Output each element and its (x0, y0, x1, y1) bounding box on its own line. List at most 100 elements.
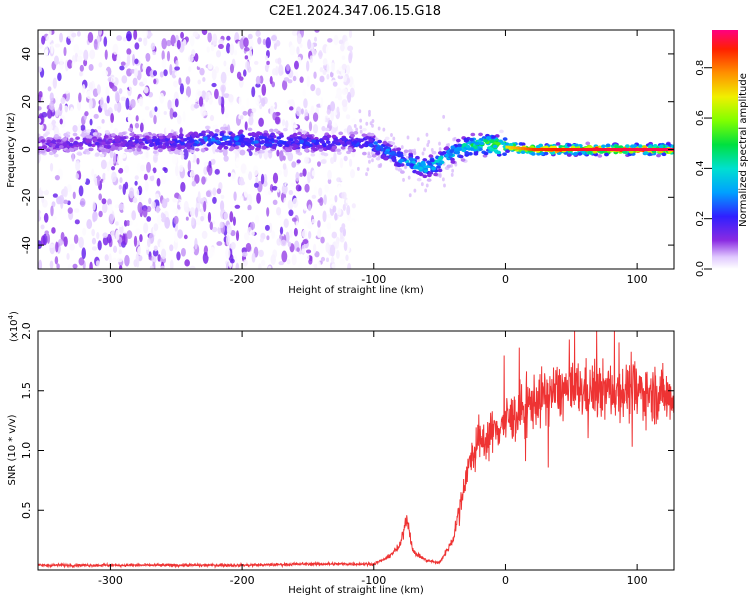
heatmap-cell (59, 118, 63, 125)
heatmap-cell (337, 74, 344, 80)
heatmap-cell (118, 249, 122, 255)
heatmap-cell (202, 77, 206, 82)
heatmap-cell (129, 132, 135, 137)
heatmap-cell (77, 152, 83, 156)
heatmap-cell (277, 57, 282, 65)
heatmap-cell (63, 132, 69, 137)
heatmap-cell (493, 149, 499, 153)
heatmap-cell (138, 145, 143, 149)
snr-x-ticks: -300 -200 -100 0 100 (98, 331, 648, 587)
heatmap-cell (58, 208, 63, 216)
heatmap-cell (134, 175, 139, 180)
heatmap-cell (142, 207, 148, 218)
heatmap-cell (313, 71, 317, 79)
heatmap-cell (284, 176, 288, 186)
heatmap-cell (219, 132, 225, 137)
heatmap-cell (593, 152, 599, 157)
heatmap-cell (78, 143, 83, 147)
heatmap-cell (450, 172, 454, 177)
heatmap-cell (285, 120, 289, 129)
heatmap-cell (425, 132, 429, 137)
heatmap-cell (271, 230, 276, 239)
heatmap-cell (420, 182, 424, 187)
heatmap-cell (647, 148, 651, 151)
heatmap-cell (170, 147, 176, 152)
heatmap-cell (101, 141, 107, 146)
heatmap-cell (234, 49, 238, 56)
heatmap-cell (96, 84, 101, 95)
heatmap-cell (301, 130, 307, 135)
heatmap-cell (207, 31, 212, 43)
heatmap-cell (173, 80, 179, 88)
heatmap-cell (247, 33, 253, 40)
heatmap-cell (88, 82, 93, 90)
heatmap-cell (157, 148, 163, 153)
heatmap-cell (283, 197, 288, 206)
heatmap-cell (245, 200, 250, 206)
y-tick-label: 0.5 (20, 502, 33, 520)
heatmap-cell (157, 214, 162, 226)
heatmap-cell (179, 127, 183, 135)
heatmap-cell (102, 232, 108, 238)
heatmap-cell (422, 174, 428, 179)
heatmap-cell (317, 161, 321, 167)
heatmap-cell (348, 158, 353, 167)
heatmap-cell (84, 111, 89, 117)
heatmap-cell (104, 129, 110, 134)
heatmap-cell (271, 185, 278, 191)
heatmap-cell (73, 208, 80, 213)
heatmap-cell (623, 148, 628, 151)
y-tick-label: 40 (20, 47, 33, 61)
heatmap-cell (587, 150, 593, 155)
heatmap-cell (142, 145, 148, 150)
heatmap-cell (149, 174, 155, 182)
heatmap-cell (175, 59, 179, 67)
heatmap-cell (124, 181, 129, 190)
heatmap-cell (315, 87, 321, 96)
heatmap-cell (483, 138, 489, 143)
heatmap-cell (89, 261, 93, 269)
heatmap-cell (205, 190, 211, 198)
heatmap-cell (563, 148, 567, 151)
heatmap-cell (531, 148, 535, 151)
heatmap-cell (174, 98, 179, 108)
heatmap-cell (384, 150, 389, 155)
heatmap-cell (149, 265, 154, 269)
heatmap-cell (408, 193, 412, 198)
heatmap-cell (254, 140, 259, 144)
heatmap-cell (232, 216, 236, 226)
heatmap-cell (96, 174, 101, 187)
heatmap-cell (107, 203, 113, 214)
heatmap-cell (202, 251, 209, 264)
heatmap-cell (592, 148, 596, 151)
heatmap-cell (94, 141, 100, 146)
heatmap-cell (40, 224, 45, 230)
heatmap-cell (331, 145, 337, 150)
heatmap-cell (342, 228, 347, 237)
heatmap-cell (159, 241, 164, 250)
heatmap-cell (287, 99, 294, 105)
heatmap-cell (189, 139, 195, 143)
heatmap-cell (518, 146, 522, 150)
heatmap-cell (536, 152, 541, 156)
heatmap-cell (498, 139, 504, 144)
heatmap-cell (96, 232, 100, 240)
heatmap-cell (166, 134, 172, 139)
heatmap-cell (113, 261, 119, 269)
heatmap-cell (117, 146, 123, 151)
heatmap-cell (130, 98, 136, 109)
heatmap-cell (153, 114, 157, 125)
heatmap-cell (348, 148, 353, 153)
heatmap-cell (269, 183, 274, 193)
heatmap-cell (146, 32, 153, 37)
heatmap-cell (206, 143, 212, 147)
heatmap-cell (285, 30, 289, 37)
heatmap-cell (54, 256, 59, 265)
heatmap-cell (235, 230, 240, 242)
heatmap-cell (92, 137, 98, 142)
heatmap-cell (319, 196, 324, 206)
colorbar-gradient (712, 30, 738, 269)
heatmap-cell (201, 230, 208, 239)
heatmap-cell (336, 87, 342, 98)
heatmap-cell (194, 174, 200, 184)
